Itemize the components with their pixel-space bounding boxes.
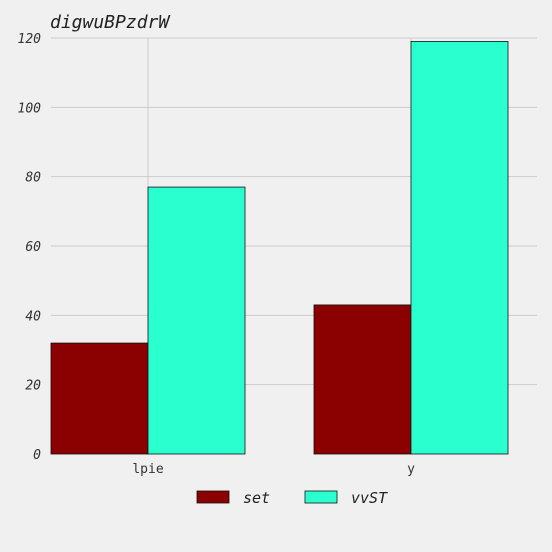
y-axis-ticks: 0 20 40 60 80 100 120 bbox=[18, 32, 42, 463]
legend-label-vvST: vvST bbox=[351, 489, 388, 507]
bar-vvST-lpie bbox=[147, 186, 246, 455]
legend: set vvST bbox=[196, 489, 388, 507]
chart-title: digwuBPzdrW bbox=[50, 12, 171, 33]
legend-label-set: set bbox=[243, 489, 270, 507]
y-tick-label: 20 bbox=[25, 379, 41, 394]
y-tick-label: 0 bbox=[33, 448, 41, 463]
y-tick-label: 40 bbox=[25, 309, 41, 324]
y-tick-label: 80 bbox=[25, 171, 41, 186]
bar-vvST-y bbox=[410, 41, 509, 455]
legend-swatch-vvST bbox=[304, 490, 338, 504]
y-tick-label: 100 bbox=[18, 101, 42, 116]
bar-set-y bbox=[313, 304, 412, 455]
x-axis-ticks: lpie y bbox=[132, 462, 415, 477]
bar-set-lpie bbox=[50, 342, 149, 455]
y-tick-label: 60 bbox=[25, 240, 41, 255]
grid-lines bbox=[51, 37, 537, 454]
x-tick-label: y bbox=[407, 462, 415, 477]
legend-swatch-set bbox=[196, 490, 230, 504]
bars bbox=[50, 41, 509, 455]
y-tick-label: 120 bbox=[18, 32, 42, 47]
x-tick-label: lpie bbox=[132, 462, 163, 477]
